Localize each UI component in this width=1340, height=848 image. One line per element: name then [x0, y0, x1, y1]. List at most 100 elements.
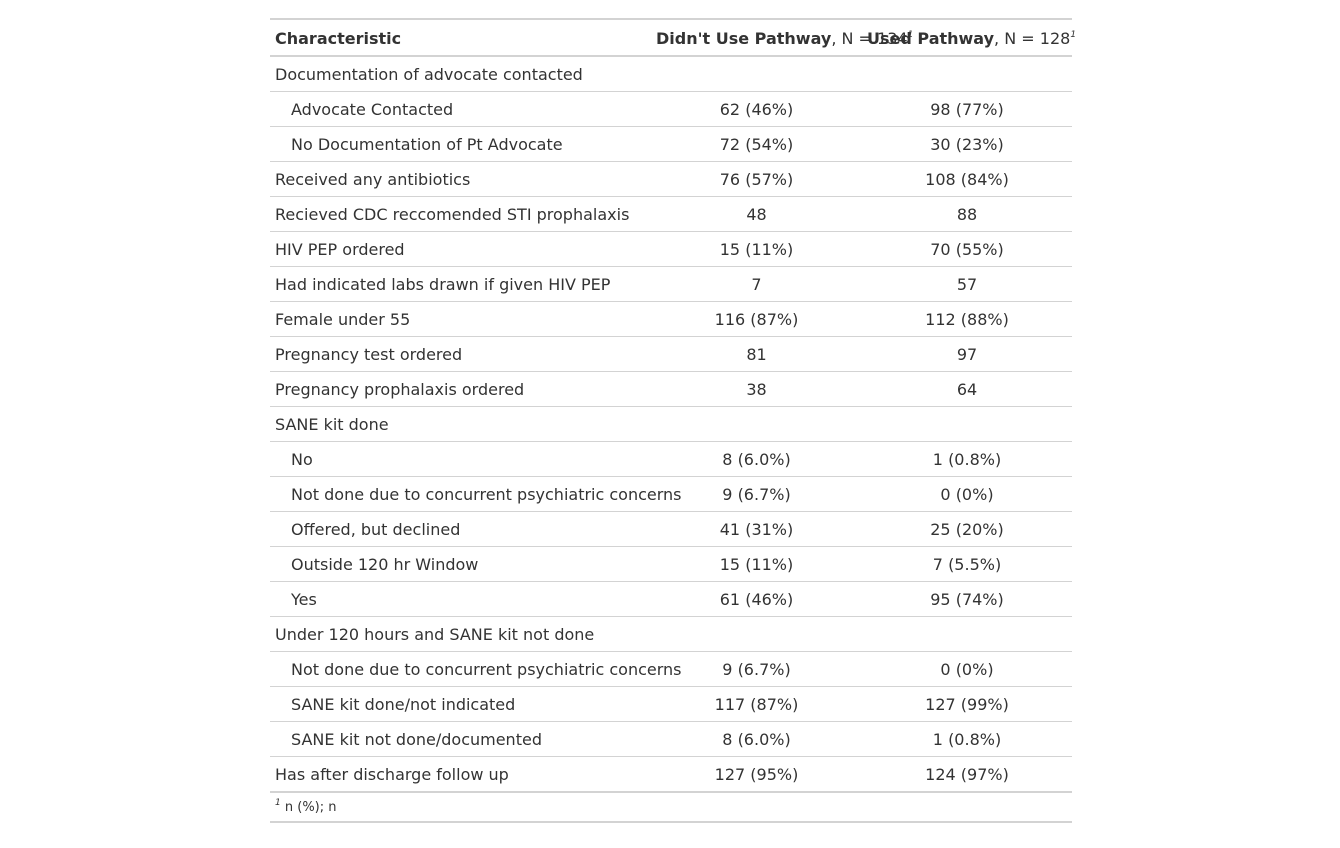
table-row: SANE kit not done/documented 8 (6.0%) 1 (0…	[270, 721, 1072, 757]
group1-value: 116 (87%)	[651, 301, 862, 337]
footnote-mark: 1	[275, 797, 281, 808]
group1-value: 9 (6.7%)	[651, 476, 862, 512]
group2-value: 0 (0%)	[862, 651, 1072, 687]
table-row: Recieved CDC reccomended STI prophalaxis…	[270, 196, 1072, 232]
table-row: Not done due to concurrent psychiatric c…	[270, 476, 1072, 512]
group1-value: 117 (87%)	[651, 686, 862, 722]
group1-value: 76 (57%)	[651, 161, 862, 197]
group2-footnote-mark: 1	[1070, 30, 1077, 40]
table-row: Outside 120 hr Window 15 (11%) 7 (5.5%)	[270, 546, 1072, 582]
row-label: Pregnancy prophalaxis ordered	[270, 371, 651, 407]
table-row: SANE kit done	[270, 406, 1072, 442]
table-header: Characteristic Didn't Use Pathway, N = 1…	[270, 19, 1076, 57]
table-row: Yes 61 (46%) 95 (74%)	[270, 581, 1072, 617]
group2-value: 64	[862, 371, 1072, 407]
footnote-row: 1 n (%); n	[270, 791, 1072, 822]
row-label: Had indicated labs drawn if given HIV PE…	[270, 266, 651, 302]
group1-name: Didn't Use Pathway	[656, 29, 832, 48]
row-label: Not done due to concurrent psychiatric c…	[270, 476, 682, 512]
group1-value: 81	[651, 336, 862, 372]
group1-value: 9 (6.7%)	[651, 651, 862, 687]
group1-value: 15 (11%)	[651, 231, 862, 267]
table-row: No 8 (6.0%) 1 (0.8%)	[270, 441, 1072, 477]
group2-value: 25 (20%)	[862, 511, 1072, 547]
table-row: Advocate Contacted 62 (46%) 98 (77%)	[270, 91, 1072, 127]
row-label: SANE kit not done/documented	[270, 721, 651, 757]
group1-value	[651, 616, 862, 652]
group1-value: 41 (31%)	[651, 511, 862, 547]
group2-value: 30 (23%)	[862, 126, 1072, 162]
row-label: Yes	[270, 581, 651, 617]
group2-value	[862, 406, 1072, 442]
row-label: Outside 120 hr Window	[270, 546, 651, 582]
table-row: Female under 55 116 (87%) 112 (88%)	[270, 301, 1072, 337]
group2-value: 95 (74%)	[862, 581, 1072, 617]
row-label: Has after discharge follow up	[270, 756, 651, 792]
header-row: Characteristic Didn't Use Pathway, N = 1…	[270, 19, 1076, 57]
group1-value: 7	[651, 266, 862, 302]
group2-value: 108 (84%)	[862, 161, 1072, 197]
group2-value: 0 (0%)	[862, 476, 1072, 512]
table-row: No Documentation of Pt Advocate 72 (54%) 3…	[270, 126, 1072, 162]
summary-table: Characteristic Didn't Use Pathway, N = 1…	[270, 18, 1076, 823]
group2-value: 70 (55%)	[862, 231, 1072, 267]
row-label: SANE kit done/not indicated	[270, 686, 651, 722]
group1-value: 72 (54%)	[651, 126, 862, 162]
group1-value: 8 (6.0%)	[651, 441, 862, 477]
group2-value	[862, 616, 1072, 652]
footnote: 1 n (%); n	[270, 791, 1072, 822]
table-row: Under 120 hours and SANE kit not done	[270, 616, 1072, 652]
group2-n: , N = 128	[994, 29, 1071, 48]
group1-value: 127 (95%)	[651, 756, 862, 792]
row-label: HIV PEP ordered	[270, 231, 651, 267]
table-row: Offered, but declined 41 (31%) 25 (20%)	[270, 511, 1072, 547]
group1-value: 15 (11%)	[651, 546, 862, 582]
group1-value: 62 (46%)	[651, 91, 862, 127]
table-row: Not done due to concurrent psychiatric c…	[270, 651, 1072, 687]
group2-value: 127 (99%)	[862, 686, 1072, 722]
table-footer: 1 n (%); n	[270, 791, 1072, 822]
row-label: Received any antibiotics	[270, 161, 651, 197]
table-row: SANE kit done/not indicated 117 (87%) 127 …	[270, 686, 1072, 722]
table-row: Pregnancy test ordered 81 97	[270, 336, 1072, 372]
table-row: Documentation of advocate contacted	[270, 56, 1072, 92]
group1-value: 61 (46%)	[651, 581, 862, 617]
row-label: Documentation of advocate contacted	[275, 64, 583, 84]
group2-value	[862, 56, 1072, 92]
summary-table-container: Characteristic Didn't Use Pathway, N = 1…	[270, 18, 1076, 823]
group2-value: 124 (97%)	[862, 756, 1072, 792]
group2-name: Used Pathway	[867, 29, 995, 48]
table-row: Had indicated labs drawn if given HIV PE…	[270, 266, 1072, 302]
group1-column-header: Didn't Use Pathway, N = 1341	[651, 19, 913, 57]
table-row: Received any antibiotics 76 (57%) 108 (84%…	[270, 161, 1072, 197]
characteristic-column-header: Characteristic	[270, 19, 651, 57]
group2-value: 98 (77%)	[862, 91, 1072, 127]
row-label: Offered, but declined	[270, 511, 651, 547]
group2-value: 88	[862, 196, 1072, 232]
table-row: HIV PEP ordered 15 (11%) 70 (55%)	[270, 231, 1072, 267]
group2-value: 97	[862, 336, 1072, 372]
row-label: SANE kit done	[270, 406, 651, 442]
group1-value: 38	[651, 371, 862, 407]
group2-column-header: Used Pathway, N = 1281	[862, 19, 1076, 57]
row-label: Female under 55	[270, 301, 651, 337]
row-label: Advocate Contacted	[270, 91, 651, 127]
group1-value: 48	[651, 196, 862, 232]
group1-value	[651, 406, 862, 442]
group1-value: 8 (6.0%)	[651, 721, 862, 757]
table-body: Documentation of advocate contacted Advoc…	[270, 56, 1072, 792]
footnote-text: n (%); n	[284, 799, 337, 815]
table-row: Pregnancy prophalaxis ordered 38 64	[270, 371, 1072, 407]
group2-value: 112 (88%)	[862, 301, 1072, 337]
group2-value: 1 (0.8%)	[862, 721, 1072, 757]
row-label: Not done due to concurrent psychiatric c…	[270, 651, 682, 687]
row-label: No	[270, 441, 651, 477]
row-label: Pregnancy test ordered	[270, 336, 651, 372]
row-label: Under 120 hours and SANE kit not done	[270, 616, 651, 652]
group2-value: 1 (0.8%)	[862, 441, 1072, 477]
table-row: Has after discharge follow up 127 (95%) 12…	[270, 756, 1072, 792]
row-label: No Documentation of Pt Advocate	[270, 126, 651, 162]
group1-value	[651, 56, 862, 92]
group2-value: 7 (5.5%)	[862, 546, 1072, 582]
row-label: Recieved CDC reccomended STI prophalaxis	[270, 196, 651, 232]
